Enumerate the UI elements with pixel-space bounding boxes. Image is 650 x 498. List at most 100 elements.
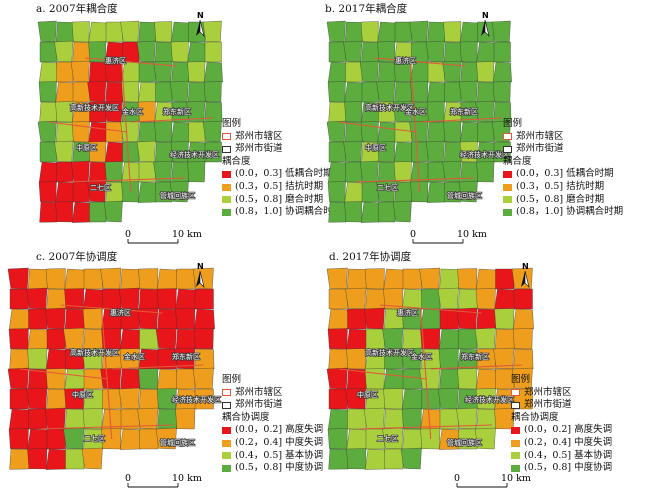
street-cell <box>88 81 107 102</box>
street-cell <box>28 269 47 289</box>
street-cell <box>385 449 404 469</box>
street-cell <box>402 389 423 410</box>
street-cell <box>139 369 159 390</box>
district-label: 金水区 <box>124 352 145 361</box>
street-cell <box>65 309 85 329</box>
street-cell <box>171 22 190 43</box>
legend-label: (0.5，0.8] 中度协调 <box>524 462 612 475</box>
street-cell <box>329 102 347 122</box>
district-label: 郑东新区 <box>450 107 478 116</box>
street-cell <box>157 369 178 390</box>
legend-label: 耦合度 <box>503 156 532 169</box>
street-cell <box>439 329 460 350</box>
district-label: 惠济区 <box>395 56 416 65</box>
street-cell <box>9 309 30 330</box>
street-cell <box>188 162 206 183</box>
street-cell <box>9 329 29 350</box>
svg-text:N: N <box>522 262 529 271</box>
legend-label: (0.2，0.4] 中度失调 <box>524 437 612 450</box>
street-cell <box>459 81 478 102</box>
street-cell <box>410 21 429 42</box>
street-cell <box>46 269 66 290</box>
street-cell <box>193 368 214 389</box>
legend-label: 郑州市街道 <box>516 143 564 156</box>
street-cell <box>347 449 367 470</box>
street-cell <box>40 42 57 62</box>
street-cell <box>378 62 396 82</box>
svg-text:10 km: 10 km <box>457 229 487 240</box>
street-cell <box>384 269 405 290</box>
legend-item-class: (0.2，0.4] 中度失调 <box>511 437 612 450</box>
street-cell <box>366 289 386 309</box>
street-cell <box>362 82 379 102</box>
street-cell <box>345 182 364 203</box>
scale-bar: 0 10 km <box>410 229 487 243</box>
street-cell <box>66 449 85 469</box>
street-cell <box>329 289 348 309</box>
street-cell <box>122 62 141 83</box>
street-cell <box>476 289 496 310</box>
district-label: 惠济区 <box>397 308 418 317</box>
district-label: 二七区 <box>90 183 111 192</box>
district-label: 金水区 <box>122 107 143 116</box>
street-cell <box>176 309 196 330</box>
street-cell <box>47 429 66 449</box>
legend-item-class: (0.0，0.2] 高度失调 <box>222 424 323 437</box>
street-cell <box>440 309 459 329</box>
street-cell <box>493 82 511 103</box>
legend-item-class: (0.4，0.5] 基本协调 <box>222 450 323 463</box>
legend-label: 图例 <box>222 118 241 131</box>
street-cell <box>156 328 177 349</box>
street-cell <box>139 62 156 82</box>
legend-item-class: (0.2，0.4] 中度失调 <box>222 437 323 450</box>
street-cell <box>123 142 140 162</box>
legend-label: (0.5，0.8] 磨合时期 <box>516 194 604 207</box>
street-cell <box>39 82 57 103</box>
svg-text:0: 0 <box>454 473 460 484</box>
street-cell <box>345 102 363 123</box>
street-cell <box>361 22 379 43</box>
legend-swatch <box>222 465 231 472</box>
street-cell <box>103 389 122 409</box>
street-cell <box>328 309 349 330</box>
street-cell <box>139 122 157 142</box>
street-cell <box>512 268 533 289</box>
street-cell <box>384 389 404 410</box>
street-cell <box>360 161 379 182</box>
street-cell <box>29 309 48 329</box>
panel-b: b. 2017年耦合度 惠济区 高新技术开发区 金水区 中原区 郑东新区 经济技术开发区二… <box>325 0 650 249</box>
street-cell <box>360 61 379 82</box>
district-label: 中原区 <box>76 143 97 152</box>
street-cell <box>104 201 123 222</box>
street-cell <box>383 328 404 349</box>
street-cell <box>45 408 66 429</box>
street-cell <box>427 102 445 123</box>
street-cell <box>121 21 140 42</box>
street-cell <box>82 448 103 469</box>
street-cell <box>477 309 497 329</box>
street-cell <box>105 162 123 183</box>
legend-swatch <box>503 184 512 191</box>
street-cell <box>378 122 397 143</box>
street-cell <box>105 142 124 163</box>
street-cell <box>439 349 459 370</box>
district-label: 高新技术开发区 <box>365 348 414 357</box>
street-cell <box>477 42 496 63</box>
legend-swatch <box>511 402 520 409</box>
legend-swatch <box>222 196 231 203</box>
legend-label: (0.5，0.8] 磨合时期 <box>235 194 323 207</box>
district-label: 高新技术开发区 <box>70 103 119 112</box>
street-cell <box>346 288 367 309</box>
street-cell <box>139 289 159 309</box>
legend-label: (0.4，0.5] 基本协调 <box>524 450 612 463</box>
street-cell <box>64 428 85 449</box>
street-cell <box>203 21 222 42</box>
street-cell <box>458 269 478 290</box>
street-cell <box>56 182 74 203</box>
street-cell <box>347 429 368 450</box>
legend-item-class: (0.0，0.2] 高度失调 <box>511 424 612 437</box>
street-cell <box>55 141 74 162</box>
street-cell <box>411 62 430 83</box>
district-label: 经济技术开发区 <box>465 395 514 404</box>
street-cell <box>172 162 190 182</box>
